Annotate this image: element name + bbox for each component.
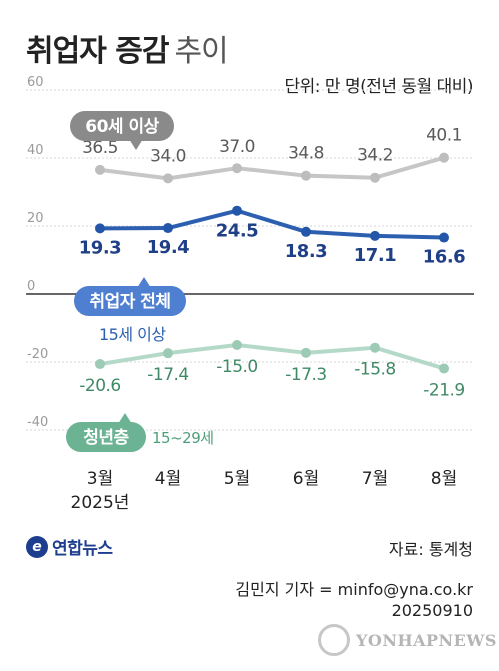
data-label: 36.5 — [82, 138, 118, 158]
data-label: 19.3 — [79, 237, 121, 258]
data-point — [439, 232, 449, 243]
data-label: -15.8 — [354, 360, 396, 380]
title-bold: 취업자 증감 — [26, 34, 169, 69]
data-point — [439, 152, 449, 163]
x-tick-label: 4월 — [155, 469, 181, 489]
series-line — [98, 155, 446, 181]
data-label: 16.6 — [423, 247, 465, 268]
x-tick-label: 3월 — [87, 469, 113, 489]
data-label: 37.0 — [219, 137, 255, 157]
data-label: 34.0 — [150, 146, 186, 166]
y-tick-label: -20 — [27, 347, 48, 362]
data-label: 40.1 — [426, 126, 462, 146]
reporter-block: 김민지 기자 = minfo@yna.co.kr 20250910 — [235, 579, 473, 621]
yonhap-logo: e 연합뉴스 — [26, 534, 113, 559]
data-point — [163, 223, 173, 234]
data-point — [301, 347, 311, 358]
data-label: -15.0 — [216, 357, 258, 377]
yonhap-logo-icon: e — [26, 535, 48, 558]
watermark-text: YONHAPNEWS — [356, 630, 497, 650]
chart-title: 취업자 증감 추이 — [26, 26, 229, 70]
data-label: 24.5 — [216, 221, 258, 242]
data-label: 19.4 — [147, 237, 189, 258]
unit-label: 단위: 만 명(전년 동월 대비) — [284, 77, 473, 97]
data-point — [163, 348, 173, 359]
badge-tail — [129, 139, 143, 150]
x-tick-label: 7월 — [362, 469, 388, 489]
data-label: 17.1 — [354, 245, 396, 266]
data-label: -20.6 — [79, 376, 121, 396]
date-label: 20250910 — [391, 601, 473, 620]
series-badge: 60세 이상 — [70, 111, 174, 150]
data-point — [163, 173, 173, 184]
data-label: -17.3 — [285, 365, 327, 385]
data-label: -21.9 — [423, 380, 465, 400]
data-point — [95, 359, 105, 370]
badge-label: 60세 이상 — [85, 117, 159, 137]
data-point — [439, 363, 449, 374]
badge-label: 청년층 — [83, 427, 129, 448]
x-tick-label: 6월 — [293, 469, 319, 489]
data-point — [232, 205, 242, 216]
data-point — [95, 223, 105, 234]
x-tick-label: 8월 — [431, 469, 457, 489]
source-label: 자료: 통계청 — [388, 540, 473, 559]
watermark: YONHAPNEWS — [318, 624, 497, 656]
logo-text: 연합뉴스 — [52, 539, 113, 559]
series-line — [98, 343, 446, 371]
y-tick-label: 60 — [27, 75, 44, 90]
badge-pill — [70, 111, 174, 141]
y-tick-label: -40 — [27, 415, 48, 430]
series-badge: 청년층 — [66, 413, 146, 452]
x-year-label: 2025년 — [71, 493, 130, 513]
data-point — [232, 340, 242, 350]
reporter-label: 김민지 기자 = minfo@yna.co.kr — [235, 580, 473, 599]
watermark-circle-icon — [318, 624, 350, 656]
badge-pill — [74, 286, 186, 316]
data-point — [370, 172, 380, 183]
badge-tail — [118, 413, 132, 424]
series-badge: 취업자 전체 — [74, 277, 186, 316]
badge-label: 취업자 전체 — [89, 291, 170, 312]
data-point — [301, 226, 311, 237]
series-sublabel: 15~29세 — [152, 429, 214, 447]
badge-tail — [137, 277, 151, 288]
title-light: 추이 — [174, 34, 228, 69]
data-label: 34.2 — [357, 146, 393, 166]
series-line — [98, 208, 446, 240]
data-point — [370, 230, 380, 241]
data-point — [370, 342, 380, 353]
y-tick-label: 0 — [27, 279, 35, 294]
data-label: 34.8 — [288, 144, 324, 164]
data-point — [301, 170, 311, 181]
x-tick-label: 5월 — [224, 469, 250, 489]
badge-pill — [66, 422, 146, 452]
data-label: -17.4 — [147, 365, 189, 385]
y-tick-label: 40 — [27, 143, 44, 158]
data-point — [232, 163, 242, 174]
series-sublabel: 15세 이상 — [99, 325, 166, 344]
line-chart: 60 40 20 0 -20 -40 36.5 34.0 37.0 34.8 34.2 40.1 19.… — [26, 75, 474, 513]
y-tick-label: 20 — [27, 211, 44, 226]
data-point — [95, 164, 105, 175]
data-label: 18.3 — [285, 241, 327, 262]
